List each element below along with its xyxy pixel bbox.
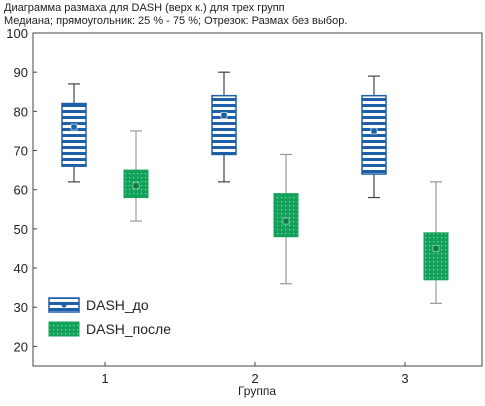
median-marker	[370, 127, 378, 135]
chart-subtitle: Медиана; прямоугольник: 25 % - 75 %; Отр…	[4, 15, 347, 27]
median-marker	[220, 111, 228, 119]
box-group-after-3	[423, 181, 449, 304]
y-tick-label: 40	[14, 261, 28, 276]
median-marker	[132, 182, 140, 190]
y-tick-label: 70	[14, 144, 28, 159]
legend: DASH_до DASH_после	[48, 297, 171, 337]
median-marker	[282, 217, 290, 225]
y-tick-label: 90	[14, 65, 28, 80]
x-tick-label: 1	[101, 371, 108, 386]
y-tick-label: 30	[14, 300, 28, 315]
box-series	[61, 71, 449, 304]
box-iqr	[361, 94, 387, 175]
y-tick-label: 50	[14, 222, 28, 237]
y-tick-label: 20	[14, 339, 28, 354]
legend-swatch-after	[48, 321, 80, 337]
x-axis: 1 2 3	[101, 362, 409, 386]
box-group-after-2	[273, 153, 299, 285]
median-marker	[432, 245, 440, 252]
y-tick-label: 100	[6, 26, 28, 41]
box-iqr	[423, 232, 449, 281]
box-iqr	[211, 94, 237, 156]
legend-label-after: DASH_после	[86, 321, 171, 337]
y-tick-label: 80	[14, 104, 28, 119]
legend-label-before: DASH_до	[86, 297, 149, 313]
x-axis-label: Группа	[238, 384, 276, 398]
x-tick-label: 3	[401, 371, 408, 386]
chart-title: Диаграмма размаха для DASH (верх к.) для…	[4, 2, 285, 14]
plot-area	[32, 32, 483, 367]
legend-marker-before	[61, 302, 67, 308]
box-group-before-2	[211, 71, 237, 183]
median-marker	[70, 123, 78, 131]
y-axis: 20 30 40 50 60 70 80 90 100	[6, 26, 37, 354]
y-tick-label: 60	[14, 183, 28, 198]
box-group-after-1	[123, 130, 149, 222]
x-tick-label: 2	[251, 371, 258, 386]
box-iqr	[61, 102, 87, 167]
box-group-before-1	[61, 83, 87, 183]
box-iqr	[273, 193, 299, 238]
box-group-before-3	[361, 75, 387, 199]
